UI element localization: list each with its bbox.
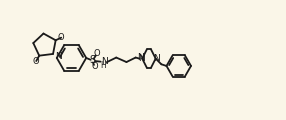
Text: O: O bbox=[91, 62, 98, 71]
Text: N: N bbox=[153, 54, 160, 63]
Text: N: N bbox=[55, 52, 62, 61]
Text: N: N bbox=[138, 54, 144, 63]
Text: H: H bbox=[100, 61, 106, 70]
Text: N: N bbox=[137, 53, 144, 62]
Text: O: O bbox=[58, 33, 65, 42]
Text: N: N bbox=[101, 57, 108, 66]
Text: S: S bbox=[89, 55, 96, 65]
Text: O: O bbox=[33, 57, 39, 66]
Text: O: O bbox=[94, 49, 100, 58]
